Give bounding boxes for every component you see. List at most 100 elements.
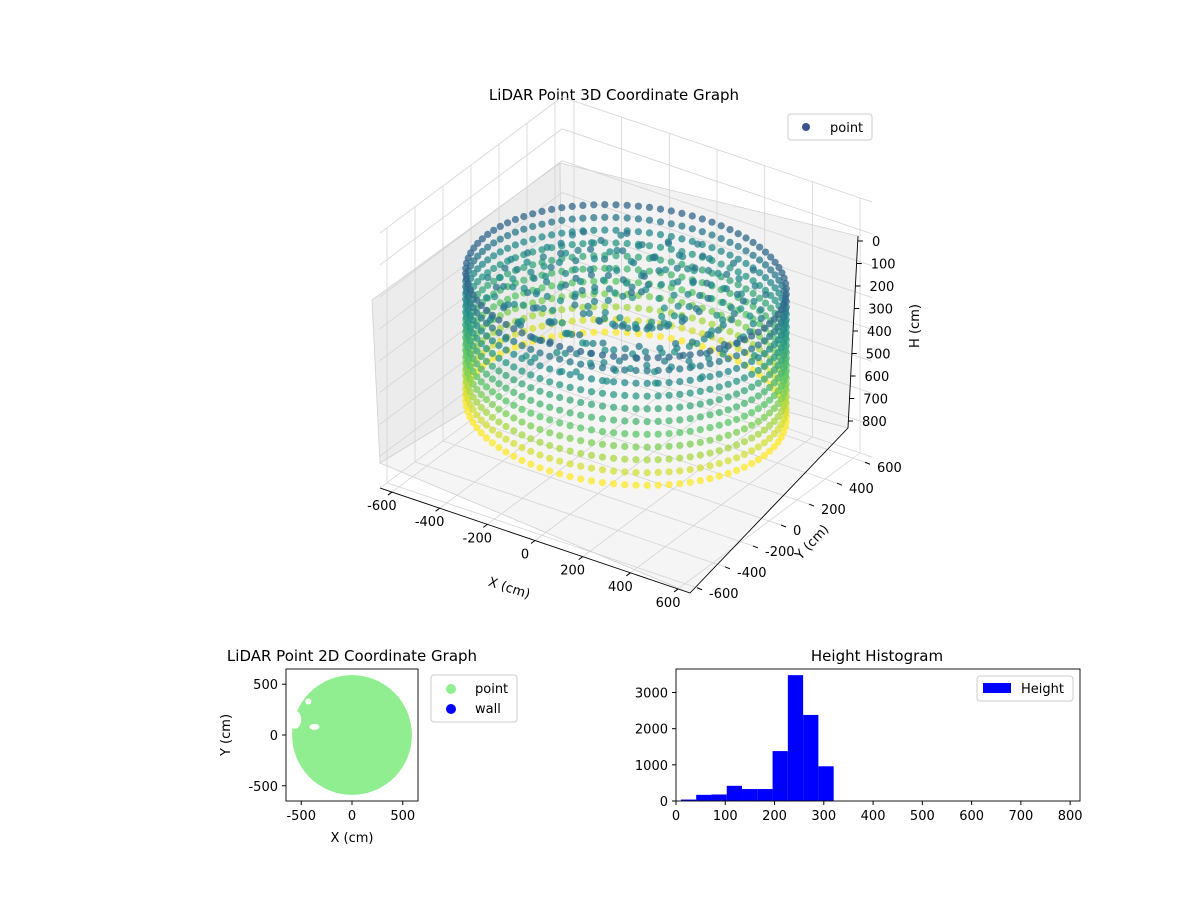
- point-3d: [760, 413, 768, 421]
- y-tick-label-2d: -500: [248, 780, 278, 795]
- histogram-title: Height Histogram: [811, 647, 943, 665]
- point-3d: [678, 337, 686, 345]
- point-3d: [740, 387, 749, 395]
- point-3d: [469, 304, 477, 312]
- point-3d: [739, 297, 747, 305]
- point-3d: [589, 339, 597, 348]
- point-3d: [577, 462, 585, 470]
- point-3d: [748, 383, 756, 391]
- point-3d: [613, 266, 621, 275]
- x-tick-label-hist: 300: [811, 809, 836, 824]
- point-3d: [490, 277, 498, 285]
- z-tick-label: 600: [865, 370, 890, 385]
- point-3d: [740, 336, 749, 344]
- point-3d: [724, 469, 732, 478]
- point-3d: [623, 252, 631, 260]
- point-3d: [500, 304, 508, 312]
- point-3d: [766, 422, 774, 430]
- point-3d: [724, 444, 732, 452]
- point-3d: [611, 289, 619, 297]
- point-3d: [568, 317, 576, 325]
- point-3d: [548, 218, 556, 226]
- point-3d: [546, 441, 554, 450]
- point-3d: [495, 405, 503, 413]
- point-3d: [466, 413, 474, 421]
- point-3d: [740, 348, 749, 356]
- point-3d: [754, 366, 762, 375]
- point-3d: [694, 240, 702, 248]
- point-3d: [696, 349, 704, 357]
- point-3d: [740, 463, 749, 471]
- point-3d: [698, 266, 706, 274]
- point-3d: [722, 285, 731, 293]
- x-axis-label: X (cm): [486, 575, 532, 603]
- point-3d: [527, 409, 535, 417]
- point-3d: [621, 404, 629, 412]
- point-3d: [742, 272, 750, 280]
- histogram-bar: [803, 714, 819, 801]
- point-3d: [632, 430, 640, 438]
- point-3d: [546, 454, 554, 462]
- point-3d: [696, 438, 704, 446]
- point-3d: [767, 253, 775, 261]
- legend-2d-label-wall: wall: [475, 702, 501, 717]
- point-3d: [634, 215, 643, 223]
- point-3d: [598, 428, 607, 436]
- point-3d: [587, 413, 596, 421]
- point-3d: [598, 415, 607, 423]
- point-3d: [577, 437, 585, 445]
- point-3d: [478, 286, 486, 294]
- point-3d: [536, 413, 544, 421]
- point-3d: [616, 314, 624, 322]
- point-3d: [730, 310, 738, 318]
- point-3d: [496, 248, 504, 256]
- point-3d: [619, 276, 627, 284]
- x-tick-label-2d: 0: [348, 809, 356, 824]
- point-3d: [782, 285, 790, 293]
- point-3d: [557, 239, 565, 247]
- point-3d: [733, 290, 742, 298]
- point-3d: [734, 268, 742, 276]
- point-3d: [770, 341, 778, 349]
- point-3d: [667, 220, 675, 228]
- point-3d: [766, 320, 774, 328]
- point-3d: [598, 466, 607, 474]
- point-3d: [558, 204, 566, 212]
- point-3d: [676, 416, 684, 424]
- legend-2d: point wall: [430, 674, 518, 723]
- point-3d: [715, 370, 723, 378]
- point-3d: [740, 412, 749, 420]
- point-3d: [613, 246, 621, 254]
- legend-2d-marker-wall: [446, 704, 456, 714]
- point-3d: [729, 259, 738, 267]
- point-3d: [637, 288, 646, 296]
- point-3d: [536, 451, 544, 459]
- point-3d: [478, 247, 486, 256]
- point-3d: [598, 402, 607, 410]
- point-3d: [742, 285, 750, 293]
- point-3d: [770, 392, 778, 400]
- point-3d: [634, 279, 643, 287]
- point-3d: [580, 228, 588, 236]
- point-3d: [724, 393, 732, 401]
- point-3d: [538, 322, 546, 330]
- point-3d: [748, 434, 756, 442]
- point-3d: [571, 265, 579, 274]
- point-3d: [676, 378, 684, 386]
- point-3d: [643, 392, 651, 400]
- point-3d: [643, 418, 651, 426]
- plot-2d: [289, 675, 412, 795]
- point-3d: [676, 352, 684, 360]
- point-3d: [502, 410, 510, 418]
- point-3d: [696, 400, 704, 408]
- point-3d: [482, 370, 491, 378]
- point-3d: [495, 329, 503, 337]
- point-3d: [477, 429, 485, 437]
- point-3d: [632, 354, 640, 362]
- point-3d: [770, 353, 778, 361]
- point-3d: [477, 403, 485, 411]
- point-3d: [495, 341, 503, 350]
- x-tick: [626, 572, 631, 577]
- point-3d: [488, 388, 496, 396]
- point-3d: [477, 314, 485, 322]
